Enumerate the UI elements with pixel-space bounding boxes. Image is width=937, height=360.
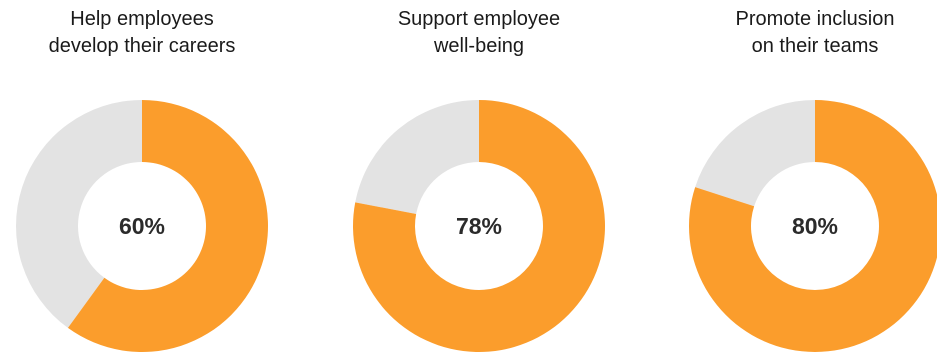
donut-svg: 78%: [353, 100, 605, 353]
donut-slice-value: [353, 100, 605, 353]
donut-center-label: 60%: [119, 213, 165, 239]
chart-title: Help employees develop their careers: [48, 8, 236, 57]
donut-chart-well-being: Support employee well-being 78%: [337, 0, 621, 360]
donut-slice-value: [689, 100, 937, 352]
chart-title: Promote inclusion on their teams: [735, 8, 895, 57]
donut-slice-remaining: [15, 100, 142, 328]
donut-center-label: 78%: [456, 213, 502, 239]
donut-svg: 80%: [689, 100, 937, 352]
donut-chart-inclusion: Promote inclusion on their teams 80%: [673, 0, 937, 360]
donut-center-label: 80%: [792, 213, 838, 239]
donut-slice-remaining: [695, 100, 815, 207]
donut-svg: 60%: [15, 100, 268, 352]
chart-title: Support employee well-being: [397, 8, 561, 57]
donut-chart-careers: Help employees develop their careers 60%: [0, 0, 284, 360]
donut-slice-value: [67, 100, 268, 352]
donut-slice-remaining: [355, 100, 479, 215]
